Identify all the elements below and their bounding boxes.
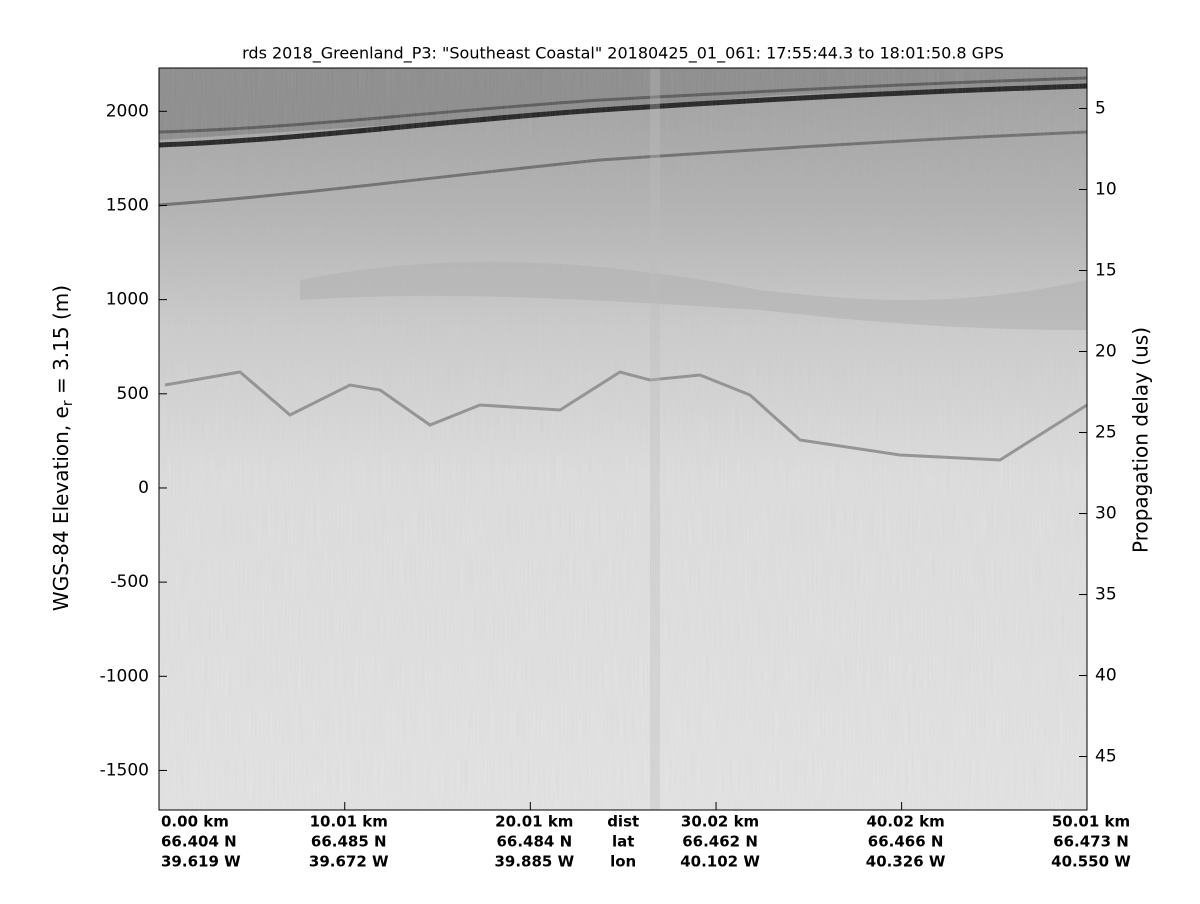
x-tick-label: 30.02 km bbox=[681, 813, 759, 831]
y2-tick-label: 35 bbox=[1095, 585, 1117, 605]
y-tick-label: 1500 bbox=[106, 195, 149, 215]
y2-tick-label: 30 bbox=[1095, 504, 1117, 524]
y-axis-label-rest: = 3.15 (m) bbox=[49, 285, 73, 400]
y-tick-label: 0 bbox=[138, 478, 149, 498]
echogram-image bbox=[159, 68, 1087, 810]
y2-axis-label: Propagation delay (us) bbox=[1129, 327, 1153, 553]
y-tick-label: -500 bbox=[110, 572, 149, 592]
lon-label: 39.619 W bbox=[161, 853, 241, 871]
y-tick-label: 2000 bbox=[106, 101, 149, 121]
y-axis-label: WGS-84 Elevation, er = 3.15 (m) bbox=[49, 285, 77, 611]
y2-tick-label: 5 bbox=[1095, 99, 1106, 119]
lon-label: 40.550 W bbox=[1051, 853, 1131, 871]
lon-label: 39.672 W bbox=[309, 853, 389, 871]
lat-label: 66.466 N bbox=[868, 833, 944, 851]
x-tick-label: 20.01 km bbox=[495, 813, 573, 831]
x-tick-label: 10.01 km bbox=[310, 813, 388, 831]
y-tick-label: -1000 bbox=[100, 666, 149, 686]
lat-label: 66.485 N bbox=[311, 833, 387, 851]
row-name: lat bbox=[612, 833, 634, 851]
lat-label: 66.484 N bbox=[496, 833, 572, 851]
y2-tick-label: 25 bbox=[1095, 423, 1117, 443]
y2-tick-label: 40 bbox=[1095, 666, 1117, 686]
x-tick-label: 40.02 km bbox=[866, 813, 944, 831]
lon-label: 40.102 W bbox=[680, 853, 760, 871]
y2-tick-label: 15 bbox=[1095, 261, 1117, 281]
x-tick-label: 50.01 km bbox=[1052, 813, 1130, 831]
row-name: dist bbox=[607, 813, 639, 831]
row-name: lon bbox=[610, 853, 636, 871]
y-axis-label-sub: r bbox=[60, 400, 76, 406]
lon-label: 39.885 W bbox=[494, 853, 574, 871]
x-tick-label: 0.00 km bbox=[161, 813, 229, 831]
chart-title: rds 2018_Greenland_P3: "Southeast Coasta… bbox=[242, 44, 1004, 64]
y-tick-label: 1000 bbox=[106, 290, 149, 310]
lon-label: 40.326 W bbox=[866, 853, 946, 871]
plot-frame bbox=[158, 67, 1088, 811]
y2-tick-label: 45 bbox=[1095, 747, 1117, 767]
y2-tick-label: 10 bbox=[1095, 180, 1117, 200]
y-tick-label: -1500 bbox=[100, 760, 149, 780]
y2-tick-label: 20 bbox=[1095, 342, 1117, 362]
lat-label: 66.404 N bbox=[161, 833, 237, 851]
lat-label: 66.473 N bbox=[1053, 833, 1129, 851]
y-tick-label: 500 bbox=[117, 384, 149, 404]
lat-label: 66.462 N bbox=[682, 833, 758, 851]
y-axis-label-main: WGS-84 Elevation, e bbox=[49, 406, 73, 611]
